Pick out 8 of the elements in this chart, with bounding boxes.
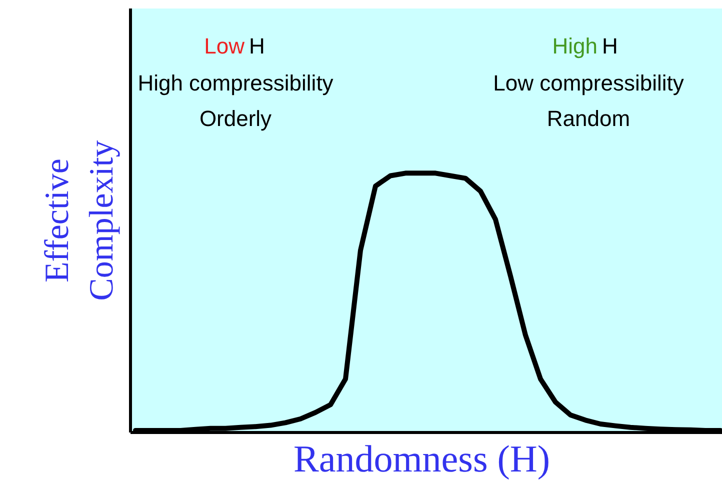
text: High compressibility (138, 70, 334, 96)
text: Low compressibility (493, 70, 684, 96)
text: Orderly (199, 106, 272, 132)
text: Random (546, 106, 630, 132)
x-axis-title: Randomness (H) (294, 438, 550, 480)
text: High H (552, 34, 618, 59)
y-axis-title: Effective Complexity (39, 140, 120, 301)
text: Low H (204, 34, 265, 59)
